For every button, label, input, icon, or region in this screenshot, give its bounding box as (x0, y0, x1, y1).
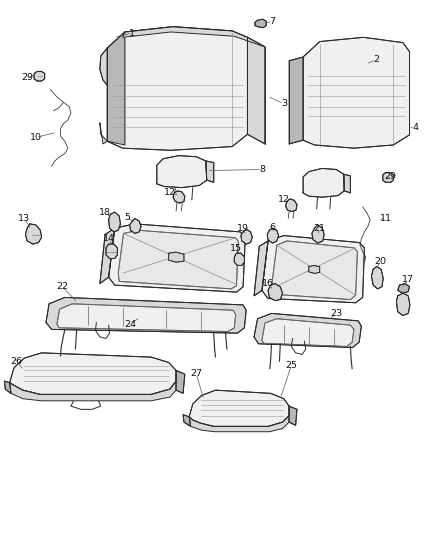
Text: 14: 14 (102, 235, 115, 243)
Text: 11: 11 (380, 214, 392, 223)
Polygon shape (189, 416, 289, 432)
Polygon shape (396, 293, 410, 316)
Text: 29: 29 (385, 173, 397, 181)
Text: 10: 10 (30, 133, 42, 142)
Polygon shape (100, 123, 107, 144)
Polygon shape (173, 191, 185, 203)
Text: 6: 6 (269, 223, 276, 231)
Text: 3: 3 (281, 100, 287, 108)
Text: 29: 29 (21, 73, 33, 82)
Text: 12: 12 (164, 189, 176, 197)
Polygon shape (10, 381, 176, 401)
Text: 24: 24 (124, 320, 137, 328)
Text: 2: 2 (374, 55, 380, 64)
Polygon shape (34, 71, 45, 81)
Text: 20: 20 (374, 257, 386, 265)
Text: 23: 23 (330, 309, 343, 318)
Polygon shape (262, 236, 364, 303)
Polygon shape (286, 199, 297, 212)
Text: 8: 8 (259, 165, 265, 174)
Polygon shape (344, 174, 350, 193)
Polygon shape (109, 212, 120, 232)
Polygon shape (267, 228, 279, 243)
Polygon shape (57, 304, 236, 332)
Polygon shape (254, 241, 268, 296)
Polygon shape (157, 156, 207, 188)
Polygon shape (234, 253, 244, 265)
Polygon shape (123, 27, 265, 47)
Polygon shape (383, 173, 393, 182)
Polygon shape (303, 168, 344, 197)
Polygon shape (46, 297, 246, 333)
Polygon shape (289, 57, 303, 144)
Polygon shape (398, 284, 410, 293)
Text: 18: 18 (99, 208, 111, 216)
Text: 17: 17 (402, 276, 414, 284)
Polygon shape (255, 19, 266, 28)
Text: 4: 4 (412, 124, 418, 132)
Text: 22: 22 (56, 282, 68, 291)
Polygon shape (312, 225, 324, 243)
Polygon shape (268, 284, 283, 301)
Polygon shape (130, 219, 141, 233)
Text: 16: 16 (262, 279, 274, 288)
Polygon shape (189, 390, 289, 426)
Polygon shape (206, 161, 214, 182)
Polygon shape (107, 32, 125, 145)
Text: 25: 25 (285, 361, 297, 370)
Polygon shape (289, 406, 297, 425)
Text: 5: 5 (124, 213, 130, 222)
Polygon shape (309, 265, 320, 273)
Text: 1: 1 (129, 29, 135, 37)
Polygon shape (183, 415, 191, 426)
Polygon shape (107, 27, 247, 150)
Polygon shape (106, 244, 117, 259)
Polygon shape (118, 230, 238, 289)
Polygon shape (303, 37, 410, 148)
Text: 15: 15 (230, 244, 242, 253)
Polygon shape (109, 224, 245, 292)
Polygon shape (25, 224, 42, 244)
Polygon shape (262, 319, 354, 346)
Polygon shape (371, 266, 383, 289)
Text: 13: 13 (18, 214, 30, 223)
Text: 21: 21 (314, 224, 326, 232)
Polygon shape (241, 229, 252, 244)
Polygon shape (272, 241, 357, 300)
Polygon shape (247, 37, 265, 144)
Polygon shape (100, 48, 107, 85)
Text: 19: 19 (237, 224, 249, 232)
Text: 27: 27 (190, 369, 202, 377)
Text: 12: 12 (278, 196, 290, 204)
Polygon shape (100, 228, 115, 284)
Polygon shape (10, 353, 176, 394)
Text: 26: 26 (11, 357, 23, 366)
Polygon shape (4, 381, 11, 393)
Polygon shape (254, 313, 361, 348)
Text: 7: 7 (269, 17, 276, 26)
Polygon shape (169, 252, 184, 262)
Polygon shape (176, 370, 185, 393)
